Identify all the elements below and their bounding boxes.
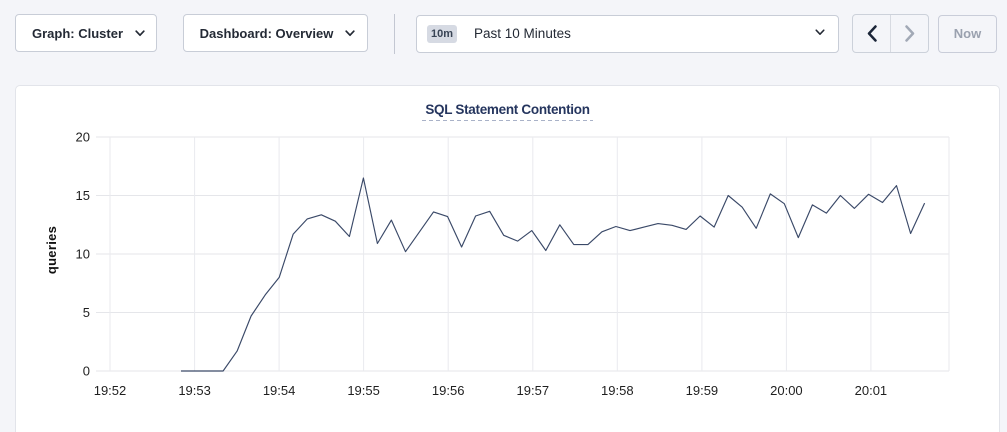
svg-text:10: 10 bbox=[76, 247, 90, 262]
svg-text:19:54: 19:54 bbox=[263, 383, 296, 398]
svg-text:19:53: 19:53 bbox=[178, 383, 211, 398]
svg-text:5: 5 bbox=[83, 305, 90, 320]
svg-text:19:56: 19:56 bbox=[432, 383, 465, 398]
svg-text:queries: queries bbox=[44, 226, 59, 274]
svg-text:19:52: 19:52 bbox=[94, 383, 127, 398]
svg-text:19:58: 19:58 bbox=[601, 383, 634, 398]
svg-text:20: 20 bbox=[76, 130, 90, 145]
svg-text:19:57: 19:57 bbox=[517, 383, 550, 398]
svg-text:15: 15 bbox=[76, 188, 90, 203]
svg-text:19:59: 19:59 bbox=[686, 383, 719, 398]
svg-text:0: 0 bbox=[83, 364, 90, 379]
svg-text:20:01: 20:01 bbox=[855, 383, 888, 398]
svg-text:20:00: 20:00 bbox=[770, 383, 803, 398]
svg-text:19:55: 19:55 bbox=[347, 383, 380, 398]
